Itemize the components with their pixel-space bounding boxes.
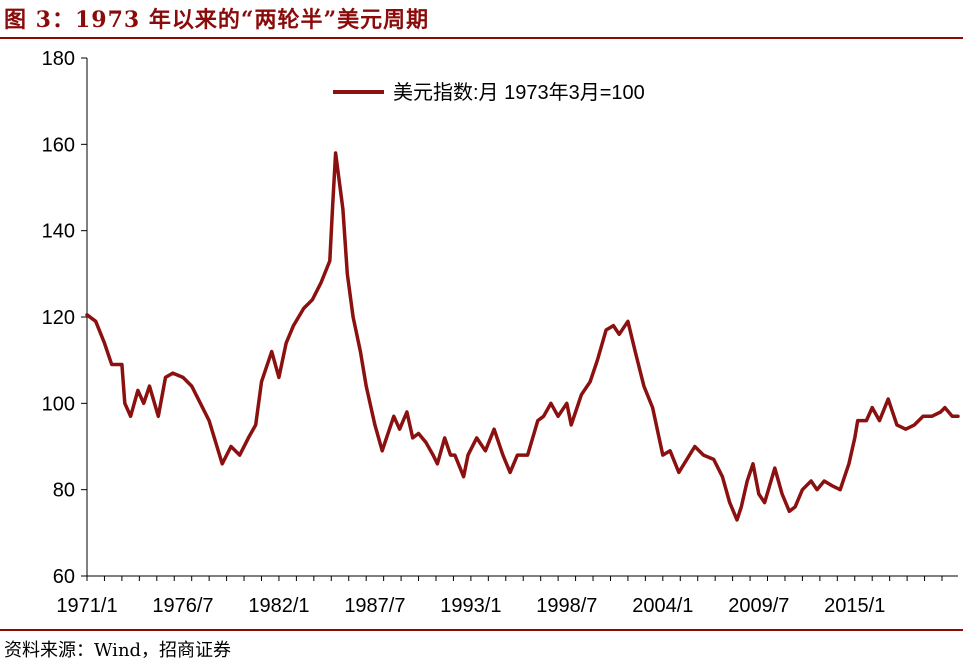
y-axis: 60 80 100 120 140 160 180 <box>42 48 88 588</box>
y-tick-label: 160 <box>42 134 75 156</box>
x-tick-label: 1971/1 <box>56 595 117 617</box>
x-tick-label: 1998/7 <box>536 595 597 617</box>
x-axis: 1971/1 1976/7 1982/1 1987/7 1993/1 1998/7 2004… <box>56 575 958 617</box>
series-line <box>85 151 960 522</box>
y-tick-label: 60 <box>53 566 75 588</box>
series-layer <box>85 151 960 522</box>
legend-label: 美元指数:月 1973年3月=100 <box>393 81 645 104</box>
footer-rule <box>0 629 963 631</box>
y-tick-label: 180 <box>42 48 75 70</box>
source-note: 资料来源：Wind，招商证券 <box>4 640 232 661</box>
x-tick-label: 2004/1 <box>632 595 693 617</box>
figure-title: 图 3：1973 年以来的“两轮半”美元周期 <box>4 7 430 33</box>
x-tick-label: 1976/7 <box>152 595 213 617</box>
x-tick-label: 1993/1 <box>440 595 501 617</box>
y-tick-label: 100 <box>42 393 75 415</box>
title-rule <box>0 37 963 39</box>
y-tick-label: 120 <box>42 307 75 329</box>
x-tick-label: 2015/1 <box>824 595 885 617</box>
legend: 美元指数:月 1973年3月=100 <box>333 81 645 104</box>
x-tick-label: 2009/7 <box>728 595 789 617</box>
x-tick-label: 1987/7 <box>344 595 405 617</box>
x-tick-label: 1982/1 <box>248 595 309 617</box>
y-tick-label: 80 <box>53 480 75 502</box>
y-tick-label: 140 <box>42 221 75 243</box>
